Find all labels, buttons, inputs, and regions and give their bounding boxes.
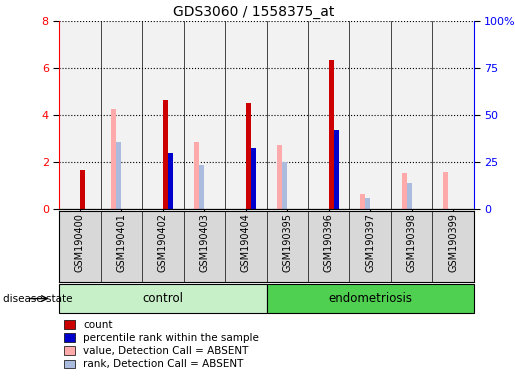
- Text: GSM190401: GSM190401: [116, 214, 126, 272]
- Bar: [443, 172, 448, 209]
- Bar: [365, 197, 370, 209]
- Bar: [251, 148, 256, 209]
- Bar: [334, 131, 339, 209]
- Text: GSM190395: GSM190395: [282, 214, 292, 272]
- Bar: [407, 184, 411, 209]
- Text: GSM190397: GSM190397: [365, 214, 375, 272]
- Bar: [402, 173, 407, 209]
- Text: GSM190399: GSM190399: [448, 214, 458, 272]
- Text: GSM190398: GSM190398: [407, 214, 417, 272]
- Bar: [194, 142, 199, 209]
- Bar: [168, 153, 173, 209]
- Text: GSM190403: GSM190403: [199, 214, 209, 272]
- Bar: [360, 194, 365, 209]
- Text: GSM190400: GSM190400: [75, 214, 85, 272]
- Legend: count, percentile rank within the sample, value, Detection Call = ABSENT, rank, : count, percentile rank within the sample…: [64, 320, 259, 369]
- Bar: [59, 284, 267, 313]
- Text: endometriosis: endometriosis: [328, 292, 412, 305]
- Text: disease state: disease state: [3, 293, 72, 304]
- Bar: [277, 145, 282, 209]
- Text: GSM190404: GSM190404: [241, 214, 251, 272]
- Text: control: control: [142, 292, 183, 305]
- Bar: [267, 284, 474, 313]
- Bar: [282, 162, 287, 209]
- Bar: [116, 142, 122, 209]
- Bar: [246, 103, 251, 209]
- Text: GSM190402: GSM190402: [158, 214, 168, 272]
- Bar: [199, 165, 204, 209]
- Bar: [163, 100, 168, 209]
- Bar: [80, 170, 85, 209]
- Bar: [329, 60, 334, 209]
- Title: GDS3060 / 1558375_at: GDS3060 / 1558375_at: [174, 5, 335, 19]
- Text: GSM190396: GSM190396: [324, 214, 334, 272]
- Bar: [111, 109, 116, 209]
